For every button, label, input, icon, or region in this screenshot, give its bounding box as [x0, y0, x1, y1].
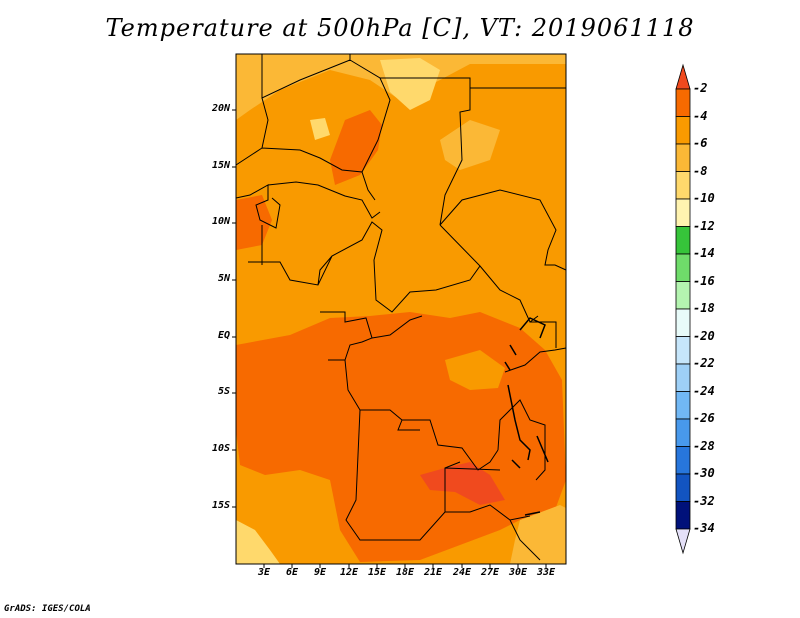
field-warm-sahel — [330, 110, 382, 185]
country-borders — [235, 54, 567, 561]
tick-marks — [232, 109, 547, 568]
colorbar-segment — [675, 116, 691, 145]
field-coolest-north — [380, 58, 440, 110]
map-frame — [235, 53, 567, 565]
colorbar-label: -10 — [693, 191, 715, 205]
colorbar-segment — [675, 281, 691, 310]
map-title: Temperature at 500hPa [C], VT: 201906111… — [105, 14, 695, 42]
lakes — [504, 317, 549, 516]
lat-tick-label: 10N — [211, 216, 230, 227]
lat-tick-label: 15N — [211, 160, 230, 171]
colorbar-label: -14 — [693, 246, 715, 260]
colorbar-segments — [675, 63, 691, 555]
colorbar-segment — [675, 501, 691, 530]
colorbar-label: -8 — [693, 163, 708, 178]
colorbar-label: -16 — [693, 273, 715, 288]
colorbar-segment — [675, 198, 691, 227]
field-cool-southeast — [510, 505, 566, 564]
colorbar-label: -2 — [693, 81, 708, 95]
colorbar-top-arrow — [675, 63, 691, 90]
field-warm-west — [236, 195, 272, 250]
colorbar-label: -12 — [693, 218, 715, 233]
field-coolest-southwest — [236, 520, 280, 564]
colorbar-segment — [675, 143, 691, 172]
colorbar-segment — [675, 308, 691, 337]
colorbar-label: -4 — [693, 108, 708, 123]
field-hot-core — [420, 462, 505, 505]
border-lines — [235, 54, 567, 561]
colorbar-label: -28 — [693, 438, 715, 453]
colorbar-label: -32 — [693, 493, 715, 508]
lon-tick-label: 27E — [480, 567, 500, 578]
lon-tick-label: 21E — [423, 567, 443, 578]
colorbar-segment — [675, 363, 691, 392]
colorbar-label: -22 — [693, 356, 715, 370]
colorbar-segment — [675, 391, 691, 420]
lon-tick-label: 30E — [508, 567, 528, 578]
colorbar-bottom-arrow — [675, 528, 691, 555]
lat-tick-label: EQ — [217, 330, 230, 341]
colorbar-label: -30 — [693, 466, 715, 480]
colorbar-segment — [675, 88, 691, 117]
lat-tick-label: 15S — [211, 500, 230, 511]
lon-tick-label: 3E — [257, 567, 271, 578]
lat-tick-label: 5N — [217, 273, 230, 284]
lat-tick-label: 20N — [211, 103, 230, 114]
colorbar-segment — [675, 336, 691, 365]
lat-tick-label: 10S — [211, 443, 230, 454]
colorbar-label: -24 — [693, 383, 715, 398]
field-cool-east-africa — [445, 350, 505, 390]
lon-tick-label: 24E — [452, 567, 472, 578]
colorbar-label: -34 — [693, 521, 715, 535]
colorbar-label: -6 — [693, 136, 708, 150]
field-coolest-patch — [310, 118, 330, 140]
field-cool-east — [440, 120, 500, 170]
colorbar-segment — [675, 226, 691, 255]
grads-credit: GrADS: IGES/COLA — [4, 604, 91, 614]
lon-tick-label: 15E — [367, 567, 387, 578]
colorbar-segment — [675, 473, 691, 502]
colorbar-label: -18 — [693, 301, 715, 315]
colorbar-segment — [675, 253, 691, 282]
colorbar-segment — [675, 418, 691, 447]
lon-tick-label: 6E — [285, 567, 299, 578]
lon-tick-label: 12E — [339, 567, 359, 578]
lat-tick-label: 5S — [217, 386, 230, 397]
colorbar-label: -20 — [693, 328, 715, 343]
colorbar-segment — [675, 171, 691, 200]
lake-outline — [504, 317, 549, 516]
colorbar-segment — [675, 446, 691, 475]
lon-tick-label: 33E — [536, 567, 556, 578]
colorbar-label: -26 — [693, 411, 715, 425]
lon-tick-label: 9E — [313, 567, 327, 578]
lon-tick-label: 18E — [395, 567, 415, 578]
